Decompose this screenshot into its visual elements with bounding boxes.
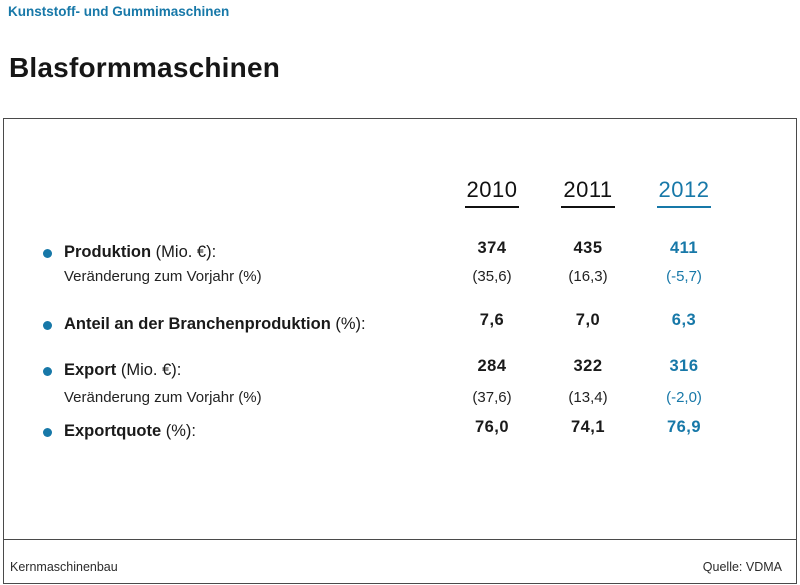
value-2010: 374 bbox=[477, 239, 507, 257]
row-label: Exportquote (%): bbox=[64, 422, 196, 441]
value-2011: 74,1 bbox=[570, 418, 606, 436]
table-row-veraenderung-produktion: Veränderung zum Vorjahr (%) (35,6) (16,3… bbox=[37, 268, 732, 285]
value-2010: 284 bbox=[477, 357, 507, 375]
footer-band: Kernmaschinenbau Quelle: VDMA bbox=[4, 539, 796, 583]
value-2012: (-2,0) bbox=[666, 389, 702, 406]
row-label-bold: Anteil an der Branchenproduktion bbox=[64, 315, 331, 333]
footer-source-label: Quelle: VDMA bbox=[702, 560, 782, 574]
value-2011: 435 bbox=[573, 239, 603, 257]
row-label: Veränderung zum Vorjahr (%) bbox=[64, 389, 262, 406]
year-2010: 2010 bbox=[464, 177, 520, 208]
value-2010: (37,6) bbox=[472, 389, 512, 406]
table-row-produktion: Produktion (Mio. €): 374 435 411 bbox=[37, 239, 732, 262]
year-header-row: 2010 2011 2012 bbox=[37, 177, 732, 208]
page-title: Blasformmaschinen bbox=[9, 52, 281, 83]
value-2012: 76,9 bbox=[666, 418, 702, 436]
value-2012: 316 bbox=[669, 357, 699, 375]
bullet-icon bbox=[43, 321, 52, 330]
row-label: Anteil an der Branchenproduktion (%): bbox=[64, 315, 366, 334]
year-2011: 2011 bbox=[561, 177, 615, 208]
value-2010: (35,6) bbox=[472, 268, 512, 285]
value-2010: 7,6 bbox=[479, 311, 505, 329]
bullet-icon bbox=[43, 428, 52, 437]
value-2011: (13,4) bbox=[568, 389, 608, 406]
value-2011: 322 bbox=[573, 357, 603, 375]
footer-left-label: Kernmaschinenbau bbox=[10, 560, 118, 574]
row-label-rest: (%): bbox=[161, 422, 197, 440]
table-row-export: Export (Mio. €): 284 322 316 bbox=[37, 357, 732, 380]
table-row-anteil: Anteil an der Branchenproduktion (%): 7,… bbox=[37, 311, 732, 334]
row-label-rest: (%): bbox=[330, 315, 366, 333]
row-label-rest: (Mio. €): bbox=[151, 243, 217, 261]
value-2010: 76,0 bbox=[474, 418, 510, 436]
category-header: Kunststoff- und Gummimaschinen bbox=[8, 4, 230, 19]
value-2012: 411 bbox=[669, 239, 699, 257]
row-label-rest: (Mio. €): bbox=[116, 361, 182, 379]
row-label: Veränderung zum Vorjahr (%) bbox=[64, 268, 262, 285]
row-label-bold: Exportquote bbox=[64, 422, 162, 440]
row-label-bold: Produktion bbox=[64, 243, 152, 261]
value-2011: 7,0 bbox=[575, 311, 601, 329]
row-label: Produktion (Mio. €): bbox=[64, 243, 216, 262]
value-2012: (-5,7) bbox=[666, 268, 702, 285]
bullet-icon bbox=[43, 249, 52, 258]
value-2012: 6,3 bbox=[671, 311, 697, 329]
row-label: Export (Mio. €): bbox=[64, 361, 181, 380]
content-frame: 2010 2011 2012 Produktion (Mio. €): 374 … bbox=[3, 118, 797, 584]
bullet-icon bbox=[43, 367, 52, 376]
table-row-veraenderung-export: Veränderung zum Vorjahr (%) (37,6) (13,4… bbox=[37, 389, 732, 406]
row-label-bold: Export bbox=[64, 361, 117, 379]
value-2011: (16,3) bbox=[568, 268, 608, 285]
year-2012: 2012 bbox=[656, 177, 712, 208]
table-row-exportquote: Exportquote (%): 76,0 74,1 76,9 bbox=[37, 418, 732, 441]
